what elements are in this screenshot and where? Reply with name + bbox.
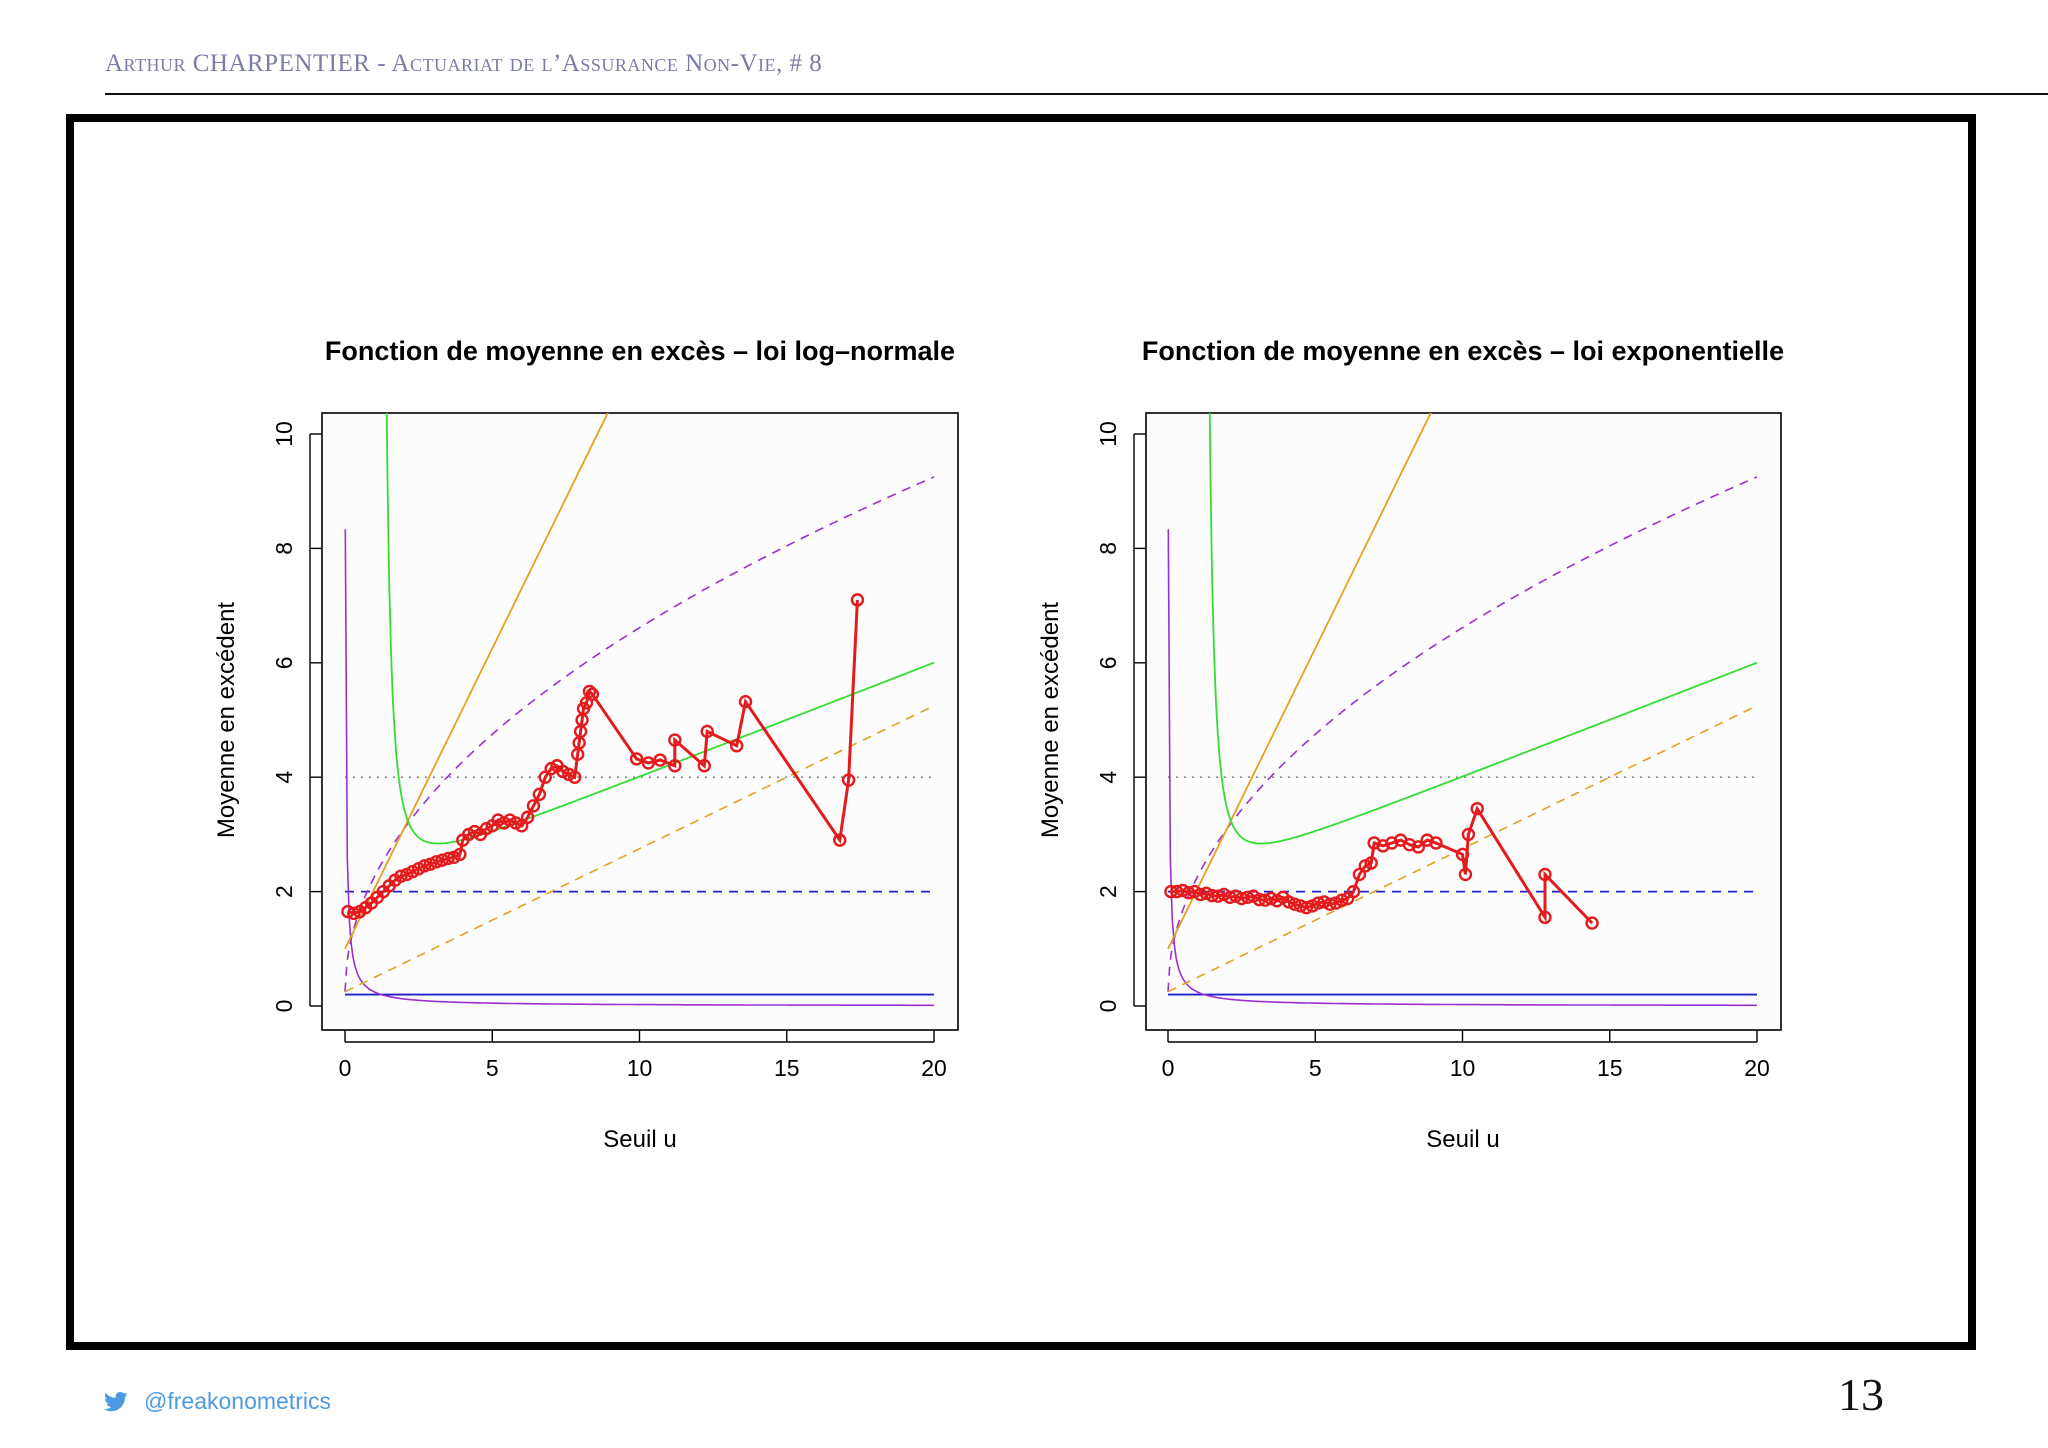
empirical-point [1458,867,1473,882]
empirical-point [435,853,449,867]
curves-group [341,413,935,1007]
empirical-point [700,724,714,739]
twitter-bird-icon [104,1391,128,1411]
twitter-handle: @freakonometrics [144,1388,331,1414]
empirical-point [833,833,847,847]
chart-2-xlabel: Seuil u [1426,1126,1499,1153]
footer-twitter[interactable]: @freakonometrics [104,1388,331,1415]
empirical-point [738,694,753,709]
y-tick-label: 4 [1095,771,1121,784]
purple-dashed-curve [1167,476,1758,992]
orange-solid-line [1167,413,1432,950]
y-tick-label: 8 [271,542,297,555]
empirical-point [417,859,432,873]
empirical-point [1538,910,1552,925]
x-tick-label: 0 [339,1055,352,1081]
empirical-point [729,739,744,753]
empirical-point [520,810,535,824]
x-tick-label: 15 [774,1055,800,1081]
chart-2: Fonction de moyenne en excès – loi expon… [1037,336,1784,1153]
empirical-point [1461,827,1476,842]
x-tick-label: 5 [1309,1055,1322,1081]
empirical-point [1538,867,1552,882]
y-tick-label: 6 [1095,656,1121,669]
curves-group [1164,413,1758,1007]
empirical-point [582,684,597,699]
chart-1-title: Fonction de moyenne en excès – loi log–n… [325,336,955,366]
orange-solid-line [344,413,609,950]
empirical-point [532,787,547,802]
page-header-title: Arthur CHARPENTIER - Actuariat de l’Assu… [105,50,823,77]
empirical-point [1299,900,1314,915]
plot-area-box [321,412,959,1031]
chart-1: Fonction de moyenne en excès – loi log–n… [213,336,959,1153]
empirical-point [841,773,856,787]
empirical-point [653,753,667,767]
orange-dashed-line [344,704,935,993]
x-tick-label: 20 [1744,1055,1770,1081]
x-tick-label: 0 [1162,1055,1175,1081]
y-tick-label: 2 [1095,885,1121,898]
x-tick-label: 20 [921,1055,947,1081]
green-curve [1208,413,1758,845]
empirical-point [394,869,408,883]
y-tick-label: 2 [271,885,297,898]
y-tick-label: 4 [271,771,297,784]
empirical-point [347,906,361,921]
empirical-point [423,857,438,871]
header-rule [105,93,2048,95]
empirical-point [1323,897,1337,911]
green-curve [385,413,935,845]
empirical-point [441,851,455,866]
empirical-point [697,759,711,773]
plot-area-box [1145,412,1782,1031]
empirical-point [1364,856,1378,870]
x-tick-label: 10 [1450,1055,1476,1081]
empirical-point [1402,837,1417,852]
y-tick-label: 0 [271,1000,297,1013]
chart-2-marks: 0 5 10 15 20 0 2 4 6 8 10 [1095,412,1782,1081]
empirical-point [1470,801,1484,816]
empirical-point [668,759,682,773]
empirical-point [1585,916,1599,930]
x-tick-label: 15 [1597,1055,1623,1081]
x-tick-label: 10 [627,1055,653,1081]
chart-1-ylabel: Moyenne en excédent [213,602,240,839]
y-tick-label: 10 [1095,421,1121,447]
empirical-point [1287,897,1302,911]
empirical-point [1411,840,1426,854]
empirical-point [1455,847,1470,862]
empirical-point [1429,836,1443,850]
empirical-point [429,855,443,869]
empirical-point [1335,893,1349,907]
empirical-point [850,593,865,607]
purple-dashed-curve [344,476,935,992]
chart-2-title: Fonction de moyenne en excès – loi expon… [1142,336,1784,366]
purple-decreasing-curve [1167,529,1757,1007]
empirical-point [585,687,600,701]
empirical-point [641,756,656,770]
empirical-point [1282,895,1296,909]
empirical-point [568,770,582,784]
chart-1-marks: 0 5 10 15 20 0 2 4 6 8 10 [271,412,959,1081]
chart-1-xlabel: Seuil u [603,1126,676,1153]
empirical-point [1199,886,1213,901]
page-number: 13 [1838,1369,1884,1420]
purple-decreasing-curve [344,529,934,1007]
chart-2-ylabel: Moyenne en excédent [1037,602,1064,839]
empirical-point [629,752,644,766]
empirical-point [1346,884,1361,899]
y-tick-label: 0 [1095,1000,1121,1013]
y-tick-label: 8 [1095,542,1121,555]
empirical-point [668,733,682,747]
x-tick-label: 5 [486,1055,499,1081]
y-tick-label: 6 [271,656,297,669]
empirical-point [526,799,541,813]
y-tick-label: 10 [271,421,297,447]
empirical-point [453,847,467,862]
